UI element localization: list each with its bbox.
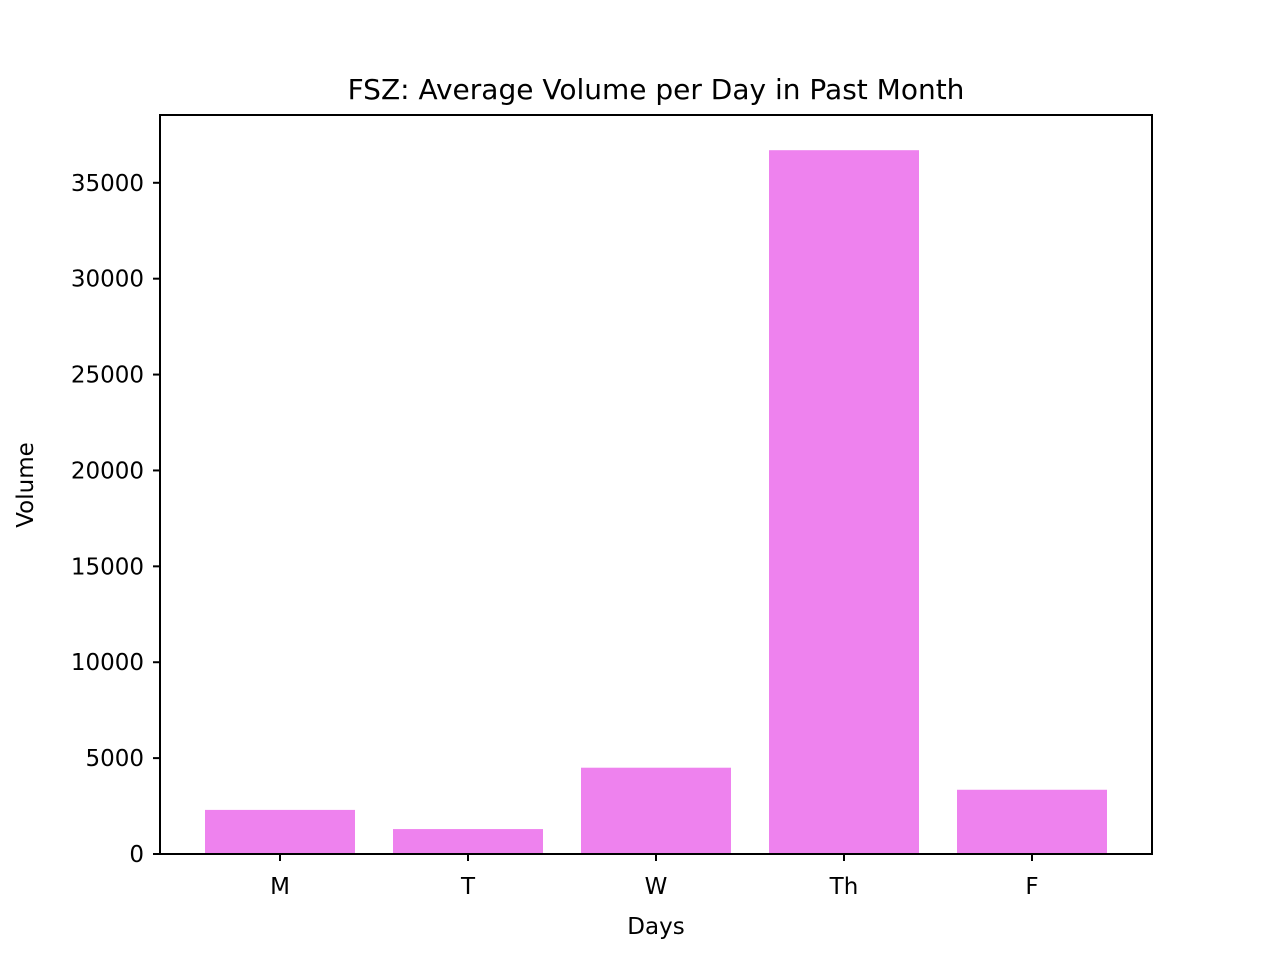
- y-tick-label: 30000: [71, 267, 144, 293]
- x-axis: M T W Th F: [270, 854, 1039, 900]
- chart-title: FSZ: Average Volume per Day in Past Mont…: [348, 73, 965, 106]
- y-tick-label: 10000: [71, 650, 144, 676]
- plot-frame: [159, 114, 1153, 855]
- x-tick-label: F: [1025, 874, 1038, 900]
- x-tick-label: Th: [829, 874, 859, 900]
- bar-t: [393, 829, 543, 854]
- x-tick-label: T: [460, 874, 476, 900]
- y-axis: 0 5000 10000 15000 20000 25000 30000 35000: [71, 171, 160, 868]
- y-tick-label: 0: [129, 842, 144, 868]
- x-tick-label: M: [270, 874, 290, 900]
- y-axis-label: Volume: [13, 442, 39, 528]
- y-tick-label: 35000: [71, 171, 144, 197]
- bar-f: [957, 789, 1107, 854]
- bar-th: [769, 150, 919, 854]
- bars-layer: [205, 150, 1107, 854]
- y-tick-label: 20000: [71, 458, 144, 484]
- x-axis-label: Days: [627, 914, 684, 940]
- y-tick-label: 25000: [71, 363, 144, 389]
- x-tick-label: W: [645, 874, 668, 900]
- y-tick-label: 15000: [71, 554, 144, 580]
- bar-m: [205, 809, 355, 854]
- y-tick-label: 5000: [85, 746, 144, 772]
- bar-w: [581, 767, 731, 854]
